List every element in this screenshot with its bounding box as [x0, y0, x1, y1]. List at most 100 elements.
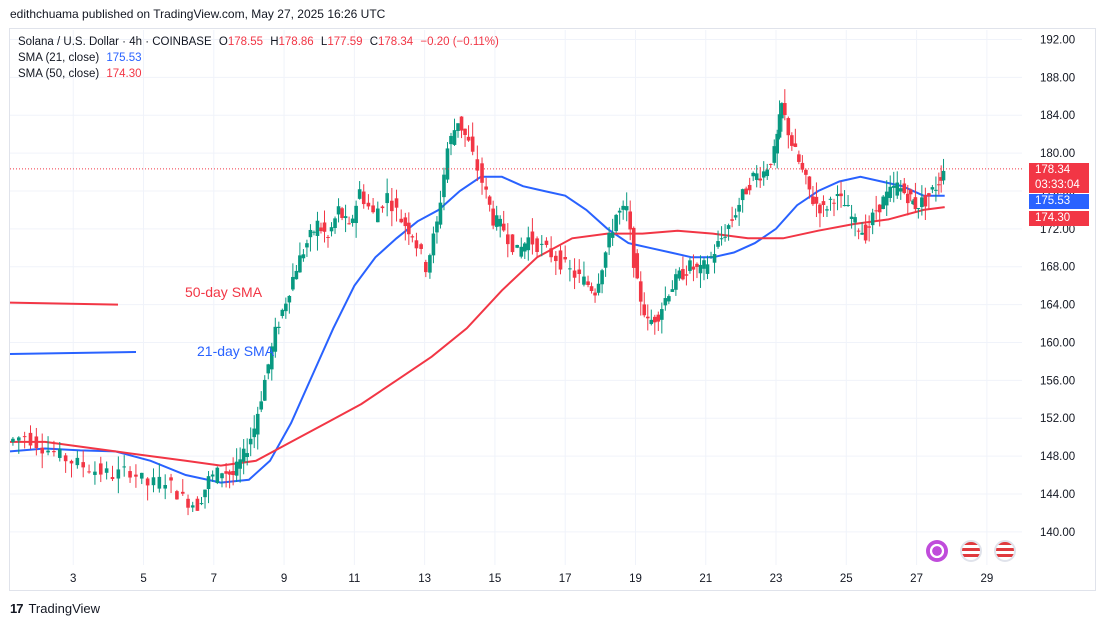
candle-body: [702, 260, 706, 269]
candle-body: [259, 401, 264, 410]
y-tick-label: 156.00: [1040, 375, 1075, 387]
candle-body: [350, 218, 355, 223]
candle-body: [691, 266, 696, 270]
candle-body: [498, 218, 502, 227]
footer-brand[interactable]: TradingView: [28, 601, 101, 616]
candle-body: [558, 250, 563, 270]
candle-body: [603, 252, 608, 268]
candle-body: [761, 171, 766, 178]
candle-body: [361, 191, 366, 205]
candle-body: [163, 485, 167, 489]
sma21-value: 175.53: [106, 52, 142, 64]
candle-body: [319, 227, 323, 232]
open-label: O: [218, 36, 228, 48]
candle-body: [180, 491, 185, 494]
candle-body: [277, 326, 281, 329]
candle-body: [621, 205, 625, 210]
candle-body: [231, 471, 235, 476]
candle-body: [645, 316, 650, 319]
candle-body: [87, 471, 91, 473]
candle-body: [758, 178, 763, 181]
sma50-legend-line: [9, 301, 119, 306]
candle-body: [34, 436, 39, 449]
x-tick-label: 25: [840, 573, 853, 585]
candle-body: [510, 234, 515, 253]
candle-body: [494, 215, 499, 227]
candle-body: [63, 455, 68, 462]
candle-body: [116, 469, 121, 479]
publisher-credit: edithchuama published on TradingView.com…: [10, 7, 386, 21]
sma21-label: SMA (21, close): [18, 52, 100, 64]
candle-body: [16, 437, 21, 441]
candle-body: [40, 447, 45, 454]
us-flag-event-icon[interactable]: [960, 540, 982, 562]
candle-body: [255, 413, 260, 435]
candle-body: [652, 316, 657, 323]
candle-body: [846, 205, 850, 207]
candle-body: [554, 255, 558, 262]
candle-body: [874, 210, 878, 212]
y-tick-label: 160.00: [1040, 337, 1075, 349]
candle-body: [888, 186, 893, 198]
sma50-line: [10, 206, 945, 467]
candle-body: [586, 281, 590, 285]
y-tick-label: 140.00: [1040, 527, 1075, 539]
us-flag-event-icon-2[interactable]: [994, 540, 1016, 562]
candle-body: [723, 236, 727, 238]
candle-body: [898, 188, 903, 192]
candle-body: [593, 292, 597, 296]
tradingview-logo-icon[interactable]: 17: [10, 601, 24, 616]
candle-body: [839, 193, 843, 197]
bar-countdown: 03:33:04: [1035, 179, 1080, 191]
candle-body: [842, 205, 847, 207]
candle-body: [93, 471, 97, 475]
candle-body: [484, 186, 488, 190]
open-value: 178.55: [227, 36, 263, 48]
candle-body: [206, 476, 211, 490]
candle-body: [273, 326, 278, 352]
candle-body: [315, 220, 320, 236]
candle-body: [354, 205, 358, 224]
candle-body: [329, 227, 334, 232]
x-axis: 3 5 7 9 11 13 15 17 19 21 23 25 27 29: [70, 573, 993, 585]
candle-body: [122, 466, 127, 468]
candle-body: [800, 162, 805, 170]
crypto-event-icon[interactable]: [926, 540, 948, 562]
candle-body: [234, 461, 239, 476]
candlesticks: [11, 89, 946, 516]
candle-body: [705, 264, 710, 274]
candle-body: [747, 184, 752, 191]
candle-body: [638, 281, 643, 302]
candle-body: [252, 428, 257, 438]
candle-body: [227, 471, 232, 475]
candle-body: [775, 133, 779, 154]
candle-body: [688, 260, 692, 271]
candle-body: [519, 246, 524, 257]
candle-body: [438, 202, 443, 225]
candle-body: [663, 298, 668, 306]
candle-body: [656, 314, 661, 322]
candle-body: [737, 204, 741, 212]
grid-lines: [10, 30, 1022, 565]
candle-body: [923, 195, 928, 207]
candle-body: [487, 196, 492, 205]
candle-body: [849, 216, 854, 219]
candle-body: [195, 498, 200, 511]
candle-body: [884, 191, 889, 206]
candle-body: [28, 432, 33, 446]
candle-body: [75, 457, 80, 466]
candle-body: [905, 193, 910, 204]
candle-body: [670, 289, 675, 292]
candle-body: [577, 269, 582, 275]
candle-body: [280, 309, 285, 316]
candle-body: [821, 201, 826, 206]
y-axis: 140.00 144.00 148.00 152.00 156.00 160.00 164.…: [1040, 34, 1075, 538]
candle-body: [783, 103, 787, 116]
candle-body: [908, 189, 913, 195]
x-tick-label: 19: [629, 573, 642, 585]
candle-body: [930, 187, 935, 190]
x-tick-label: 17: [559, 573, 572, 585]
candle-body: [110, 477, 115, 480]
candle-body: [291, 276, 295, 290]
